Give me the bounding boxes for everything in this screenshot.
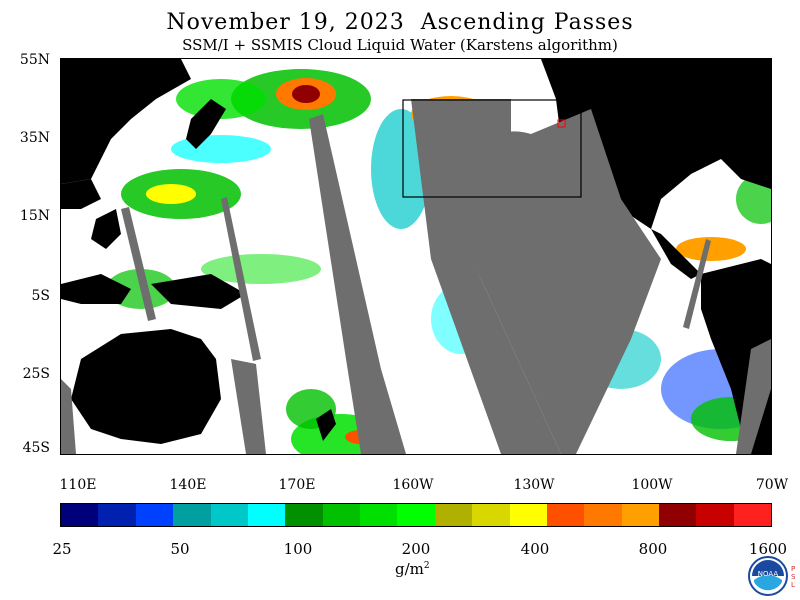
colorbar-segment: [210, 504, 248, 526]
colorbar-segment: [98, 504, 136, 526]
colorbar-segment: [61, 504, 99, 526]
lat-label-5s: 5S: [31, 288, 51, 304]
lat-label-45s: 45S: [22, 440, 50, 456]
colorbar-segment: [173, 504, 211, 526]
map-title: November 19, 2023 Ascending Passes: [166, 10, 634, 35]
lat-label-35n: 35N: [19, 130, 50, 146]
colorbar-segment: [584, 504, 622, 526]
colorbar-label-25: 25: [52, 540, 72, 558]
colorbar-label-1600: 1600: [748, 540, 788, 558]
lat-label-55n: 55N: [19, 52, 50, 68]
lon-label-100w: 100W: [631, 477, 673, 493]
lon-label-70w: 70W: [755, 477, 789, 493]
colorbar-label-800: 800: [638, 540, 668, 558]
map-graphic: [61, 59, 771, 454]
region-box: [402, 99, 582, 198]
noaa-logo: NOAA: [748, 556, 788, 596]
units-superscript: 2: [423, 561, 430, 571]
marker-square: [557, 119, 566, 128]
colorbar: [60, 503, 772, 527]
colorbar-segment: [434, 504, 473, 526]
lon-label-170e: 170E: [278, 477, 316, 493]
colorbar-segment: [322, 504, 360, 526]
colorbar-segment: [135, 504, 174, 526]
lat-label-25s: 25S: [22, 366, 50, 382]
colorbar-label-200: 200: [401, 540, 431, 558]
colorbar-label-50: 50: [170, 540, 190, 558]
colorbar-segment: [621, 504, 659, 526]
colorbar-segment: [733, 504, 772, 526]
lat-label-15n: 15N: [19, 208, 50, 224]
colorbar-segment: [397, 504, 435, 526]
colorbar-segment: [247, 504, 286, 526]
colorbar-units: g/m2: [395, 560, 430, 578]
lon-label-110e: 110E: [59, 477, 97, 493]
colorbar-label-400: 400: [520, 540, 550, 558]
data-gap-swaths: [61, 99, 771, 454]
colorbar-segment: [509, 504, 547, 526]
lon-label-160w: 160W: [392, 477, 434, 493]
lon-label-130w: 130W: [513, 477, 555, 493]
colorbar-segment: [360, 504, 398, 526]
colorbar-segment: [659, 504, 697, 526]
colorbar-label-100: 100: [283, 540, 313, 558]
colorbar-segment: [546, 504, 585, 526]
units-text: g/m: [395, 560, 424, 578]
cloud-liquid-water-map: [60, 58, 772, 455]
colorbar-segment: [472, 504, 510, 526]
colorbar-segment: [285, 504, 323, 526]
colorbar-segment: [696, 504, 734, 526]
lon-label-140e: 140E: [169, 477, 207, 493]
svg-text:NOAA: NOAA: [758, 570, 779, 578]
map-subtitle: SSM/I + SSMIS Cloud Liquid Water (Karste…: [182, 36, 618, 54]
